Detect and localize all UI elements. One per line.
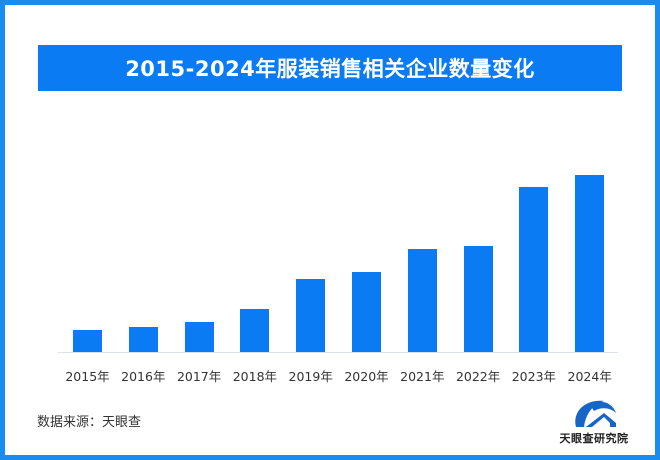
x-tick-label: 2018年 [232, 369, 278, 384]
bar-2022年 [463, 246, 493, 352]
tianyancha-logo: 天眼查研究院 [554, 393, 634, 451]
bar-2016年 [128, 327, 158, 352]
bar-2019年 [296, 279, 326, 352]
x-tick-label: 2019年 [288, 369, 333, 384]
x-axis-line [58, 352, 618, 353]
bar-2015年 [73, 330, 102, 352]
bar-2018年 [240, 309, 270, 352]
x-tick-label: 2024年 [567, 369, 612, 384]
bar-2021年 [407, 249, 437, 352]
bar-2023年 [519, 187, 549, 352]
logo-text: 天眼查研究院 [559, 432, 629, 445]
chart-title: 2015-2024年服装销售相关企业数量变化 [38, 45, 622, 91]
bar-2024年 [575, 175, 605, 352]
x-tick-label: 2023年 [511, 369, 557, 384]
bar-2017年 [184, 322, 214, 352]
x-tick-label: 2016年 [121, 369, 166, 384]
data-source: 数据来源：天眼查 [37, 415, 142, 430]
tianyancha-logo-icon [575, 400, 616, 427]
bar-2020年 [352, 272, 381, 352]
x-tick-label: 2022年 [455, 369, 501, 384]
x-tick-label: 2015年 [65, 369, 110, 384]
x-tick-label: 2020年 [344, 369, 389, 384]
x-tick-label: 2017年 [176, 369, 222, 384]
x-tick-label: 2021年 [400, 369, 445, 384]
